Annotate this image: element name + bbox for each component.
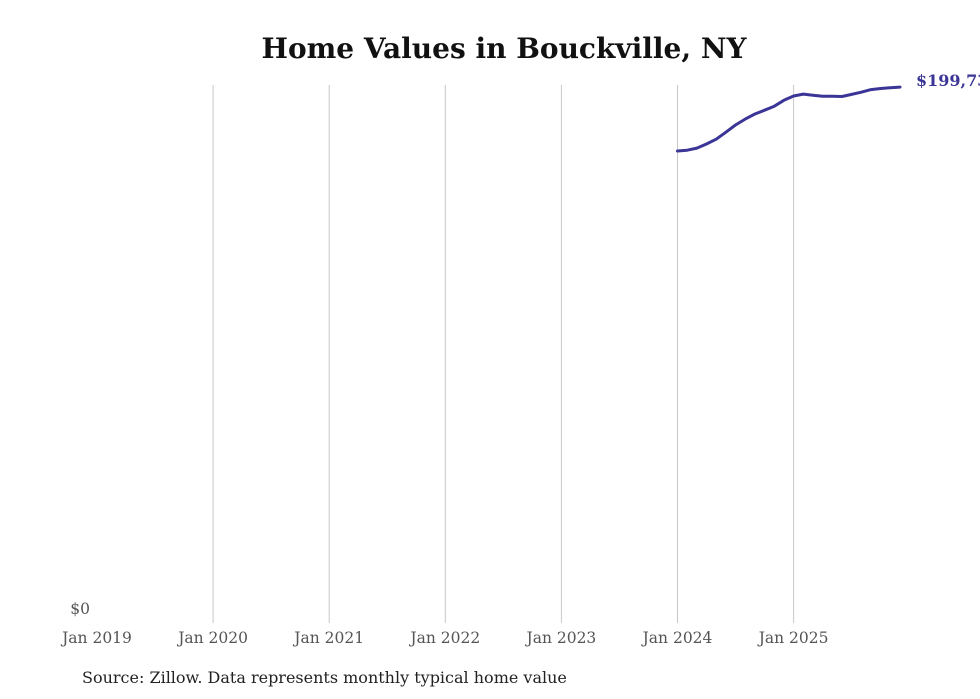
x-tick-label: Jan 2020 bbox=[176, 629, 248, 647]
x-tick-label: Jan 2019 bbox=[60, 629, 132, 647]
x-tick-label: Jan 2022 bbox=[408, 629, 480, 647]
x-tick-label: Jan 2025 bbox=[757, 629, 829, 647]
y-tick-label: $0 bbox=[70, 600, 90, 618]
chart-title: Home Values in Bouckville, NY bbox=[261, 32, 747, 65]
series-line bbox=[676, 85, 902, 153]
source-note: Source: Zillow. Data represents monthly … bbox=[82, 668, 567, 687]
x-tick-label: Jan 2023 bbox=[524, 629, 596, 647]
end-value-label: $199,730 bbox=[916, 71, 980, 90]
x-tick-label: Jan 2024 bbox=[641, 629, 713, 647]
x-tick-label: Jan 2021 bbox=[292, 629, 364, 647]
